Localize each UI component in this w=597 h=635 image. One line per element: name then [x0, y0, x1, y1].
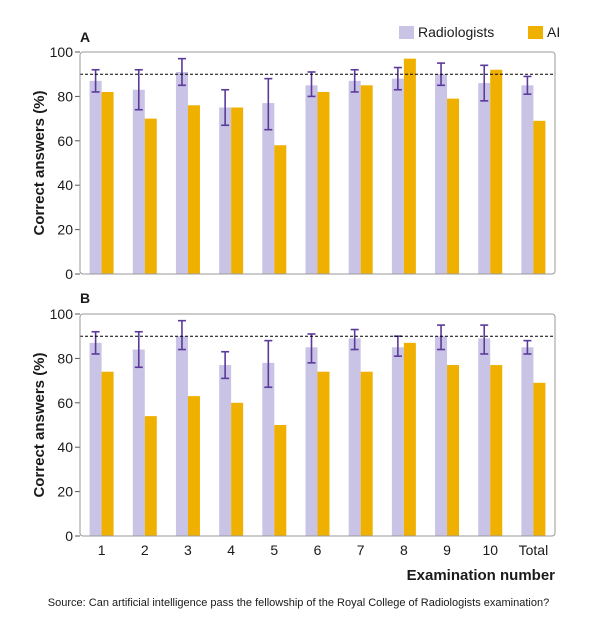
bar-radiologists	[348, 80, 361, 274]
legend-swatch-radiologists	[399, 26, 414, 39]
panel-label-B: B	[80, 290, 90, 306]
bar-ai	[533, 120, 546, 274]
y-tick-label: 60	[57, 395, 73, 411]
bar-radiologists	[521, 85, 534, 274]
x-tick-label: 4	[227, 542, 235, 558]
y-tick-label: 80	[57, 350, 73, 366]
bar-ai	[403, 342, 416, 536]
bar-ai	[101, 371, 114, 536]
y-tick-label: 100	[50, 306, 74, 322]
x-tick-label: 5	[270, 542, 278, 558]
y-tick-label: 20	[57, 222, 73, 238]
bar-radiologists	[391, 347, 404, 536]
y-tick-label: 0	[65, 528, 73, 544]
legend-label-ai: AI	[547, 24, 560, 40]
bar-radiologists	[305, 85, 318, 274]
bar-ai	[360, 371, 373, 536]
y-tick-label: 40	[57, 177, 73, 193]
bar-ai	[187, 396, 200, 536]
plot-frame-A	[79, 51, 556, 275]
x-tick-label: 10	[482, 542, 498, 558]
bar-radiologists	[478, 338, 491, 536]
y-axis-label-A: Correct answers (%)	[31, 90, 48, 235]
bar-radiologists	[305, 347, 318, 536]
bar-radiologists	[435, 336, 448, 536]
x-axis-label: Examination number	[407, 567, 556, 584]
y-axis-label-B: Correct answers (%)	[31, 352, 48, 497]
bar-radiologists	[478, 83, 491, 274]
bar-radiologists	[391, 78, 404, 274]
y-tick-label: 0	[65, 266, 73, 282]
x-tick-label: 9	[443, 542, 451, 558]
legend-swatch-ai	[528, 26, 543, 39]
plot-frame-B	[79, 313, 556, 537]
bar-ai	[274, 425, 287, 536]
y-tick-label: 60	[57, 133, 73, 149]
bar-ai	[317, 91, 330, 275]
legend-label-radiologists: Radiologists	[418, 24, 494, 40]
bar-radiologists	[348, 338, 361, 536]
bar-ai	[317, 371, 330, 536]
y-tick-label: 40	[57, 439, 73, 455]
bar-radiologists	[521, 347, 534, 536]
x-tick-label: 6	[314, 542, 322, 558]
bar-radiologists	[262, 103, 275, 274]
bar-ai	[533, 382, 546, 536]
x-tick-label: 7	[357, 542, 365, 558]
bar-ai	[447, 365, 460, 536]
bar-radiologists	[175, 336, 188, 536]
bar-radiologists	[219, 107, 232, 274]
bar-radiologists	[132, 349, 145, 536]
bar-radiologists	[175, 71, 188, 274]
bar-ai	[101, 91, 114, 275]
y-tick-label: 20	[57, 484, 73, 500]
bar-ai	[447, 98, 460, 275]
bar-ai	[231, 107, 244, 274]
x-tick-label: 3	[184, 542, 192, 558]
x-tick-label: 8	[400, 542, 408, 558]
bar-radiologists	[435, 74, 448, 274]
bar-ai	[490, 69, 503, 274]
panel-label-A: A	[80, 29, 90, 45]
bar-radiologists	[89, 342, 102, 536]
bar-ai	[144, 118, 157, 274]
x-tick-label: 2	[141, 542, 149, 558]
bar-ai	[403, 58, 416, 274]
bar-ai	[144, 416, 157, 536]
bar-ai	[360, 85, 373, 274]
source-note: Source: Can artificial intelligence pass…	[47, 597, 550, 609]
y-tick-label: 80	[57, 88, 73, 104]
bar-radiologists	[219, 365, 232, 536]
bar-ai	[490, 365, 503, 536]
x-tick-label: 1	[98, 542, 106, 558]
bar-radiologists	[89, 80, 102, 274]
x-tick-label: Total	[519, 542, 549, 558]
bar-ai	[231, 402, 244, 536]
bar-ai	[187, 105, 200, 274]
bar-ai	[274, 145, 287, 274]
bar-radiologists	[262, 362, 275, 536]
bar-radiologists	[132, 89, 145, 275]
y-tick-label: 100	[50, 44, 74, 60]
